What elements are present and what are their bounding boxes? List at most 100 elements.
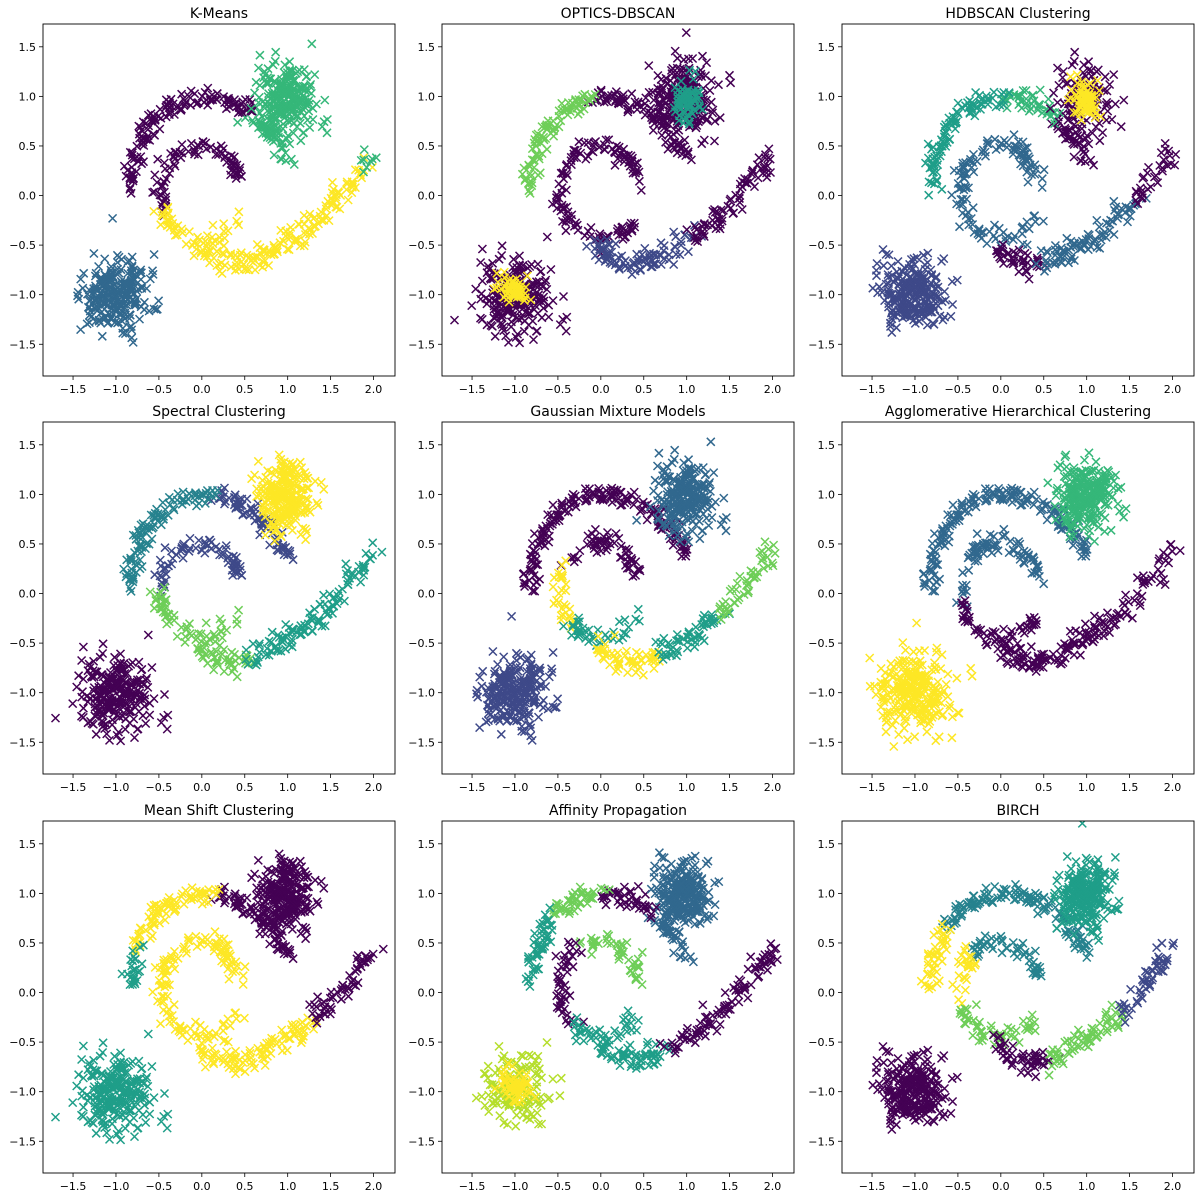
data-point [591,525,599,533]
x-tick-label: 1.5 [322,383,340,396]
cluster-lower_tail [1132,139,1180,207]
data-point [1120,96,1128,104]
data-point [1038,184,1046,192]
data-point [209,221,217,229]
data-point [161,691,169,699]
x-tick-label: −0.5 [146,383,173,396]
data-point [300,66,308,74]
y-tick-label: 0.5 [818,140,836,153]
data-point [1036,86,1044,94]
data-point [1050,89,1058,97]
data-point [1024,178,1032,186]
cluster-lower_tail [652,610,734,664]
data-point [921,261,929,269]
data-point [1117,123,1125,131]
data-point [715,81,723,89]
scatter-points [451,29,775,347]
data-point [649,126,657,134]
data-point [639,671,647,679]
cluster-inner_ring [151,534,246,600]
data-point [587,224,595,232]
data-point [1096,137,1104,145]
data-point [1085,58,1093,66]
data-point [148,664,156,672]
data-point [133,725,141,733]
data-point [235,221,243,229]
data-point [1111,100,1119,108]
data-point [206,259,214,267]
x-tick-label: −1.0 [502,383,529,396]
data-point [1063,234,1071,242]
data-point [532,327,540,335]
data-point [530,336,538,344]
y-tick-label: −1.0 [808,289,835,302]
y-tick-label: 0.5 [418,140,436,153]
data-point [651,476,659,484]
data-point [635,177,643,185]
data-point [150,207,158,215]
data-point [654,491,662,499]
data-point [711,137,719,145]
data-point [949,301,957,309]
data-point [252,78,260,86]
data-point [624,669,632,677]
x-tick-label: 1.0 [1078,383,1096,396]
x-tick-label: 2.0 [365,781,383,794]
data-point [491,332,499,340]
x-tick-label: 1.5 [1121,383,1139,396]
y-tick-label: 1.5 [19,41,37,54]
data-point [299,129,307,137]
data-point [303,72,311,80]
data-point [925,191,933,199]
data-point [1038,175,1046,183]
data-point [1025,275,1033,283]
y-tick-label: −0.5 [9,637,36,650]
data-point [498,252,506,260]
data-point [378,548,386,556]
data-point [761,538,769,546]
data-point [468,302,476,310]
x-tick-label: 1.5 [721,383,739,396]
data-point [254,457,262,465]
data-point [271,57,279,65]
data-point [710,469,718,477]
data-point [652,638,660,646]
data-point [306,124,314,132]
data-point [363,163,371,171]
data-point [220,220,228,228]
data-point [650,665,658,673]
x-tick-label: 0.5 [236,383,254,396]
data-point [1101,73,1109,81]
cluster-inner_ring [146,584,242,650]
x-tick-label: 0.5 [1035,383,1053,396]
x-tick-label: −1.0 [103,781,130,794]
data-point [311,477,319,485]
x-tick-label: 0.0 [193,781,211,794]
data-point [726,71,734,79]
data-point [256,51,264,59]
data-point [553,596,561,604]
data-point [286,58,294,66]
data-point [335,189,343,197]
data-point [295,220,303,228]
data-point [321,96,329,104]
data-point [521,317,529,325]
x-tick-label: −0.5 [545,383,572,396]
x-tick-label: −1.0 [902,383,929,396]
data-point [163,620,171,628]
x-tick-label: −1.5 [459,383,486,396]
data-point [235,654,243,662]
data-point [637,657,645,665]
data-point [159,499,167,507]
data-point [583,242,591,250]
data-point [146,275,154,283]
data-point [182,240,190,248]
data-point [526,189,534,197]
y-tick-label: 0.5 [19,140,37,153]
data-point [956,223,964,231]
y-tick-label: −1.5 [408,338,435,351]
data-point [1041,267,1049,275]
data-point [246,96,254,104]
data-point [95,263,103,271]
cluster-blob_sw [74,214,163,346]
